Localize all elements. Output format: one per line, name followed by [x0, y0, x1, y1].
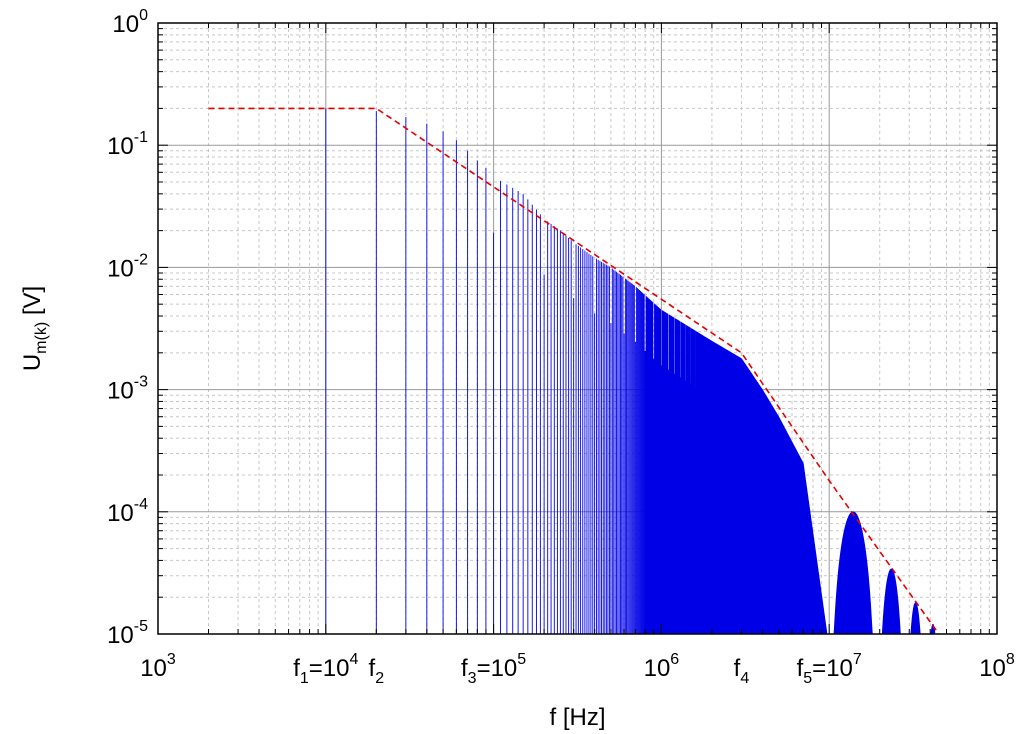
frequency-annotations: f1=104 f2 f3=105 f4 f5=107 [293, 651, 862, 687]
plot-frame [157, 22, 998, 635]
x-axis-title: f [Hz] [549, 704, 605, 731]
x-tick-label: 108 [979, 651, 1015, 682]
y-tick-label: 10-5 [107, 618, 148, 649]
x-tick-label-exponent: 8 [1006, 651, 1015, 668]
frequency-label-part: =10 [812, 655, 853, 682]
x-tick-label: 106 [644, 651, 680, 682]
y-tick-label-exponent: -5 [134, 618, 148, 635]
y-tick-label-base: 10 [107, 622, 134, 649]
frequency-label-part: f [797, 655, 804, 682]
y-axis-title-subscript: m(k) [33, 322, 50, 354]
frequency-label-part: f [293, 655, 300, 682]
frequency-label-part: 7 [853, 651, 862, 668]
frequency-label-part: =10 [477, 655, 518, 682]
frequency-label-part: f [369, 655, 376, 682]
y-tick-label: 100 [112, 7, 148, 38]
y-axis-title: Um(k) [V] [19, 286, 50, 371]
x-tick-label-exponent: 3 [167, 651, 176, 668]
grid [158, 23, 997, 634]
x-tick-label-base: 10 [644, 655, 671, 682]
y-tick-label-exponent: 0 [139, 7, 148, 24]
y-tick-label: 10-1 [107, 129, 148, 160]
spectral-lines [325, 108, 828, 634]
y-tick-label-base: 10 [112, 11, 139, 38]
spectrum-lobe [877, 568, 906, 635]
spectrum-series [325, 108, 941, 635]
y-tick-label: 10-3 [107, 374, 148, 405]
envelope-line [208, 107, 940, 635]
y-tick-label-exponent: -2 [134, 251, 148, 268]
y-tick-label-base: 10 [107, 378, 134, 405]
y-tick-label: 10-2 [107, 251, 148, 282]
frequency-label-part: 5 [517, 651, 526, 668]
y-tick-label-exponent: -1 [134, 129, 148, 146]
envelope-series [208, 107, 940, 635]
spectrum-lobe [829, 511, 878, 635]
y-axis-title-unit: [V] [19, 286, 46, 322]
y-tick-label-base: 10 [107, 500, 134, 527]
frequency-label-part: 4 [349, 651, 358, 668]
frequency-label-part: =10 [309, 655, 350, 682]
y-tick-label-exponent: -4 [134, 496, 148, 513]
y-axis-title-main: U [19, 354, 46, 371]
frequency-label-part: 3 [468, 670, 477, 687]
x-tick-label-base: 10 [979, 655, 1006, 682]
y-tick-label-base: 10 [107, 255, 134, 282]
frequency-label-part: 2 [375, 670, 384, 687]
x-tick-label: 103 [140, 651, 176, 682]
frequency-label-part: 1 [300, 670, 309, 687]
frequency-label-part: f [461, 655, 468, 682]
frequency-label-part: f [734, 655, 741, 682]
y-tick-label: 10-4 [107, 496, 148, 527]
frequency-label: f5=107 [797, 651, 862, 687]
frequency-label: f4 [734, 655, 750, 687]
spectrum-lobe [905, 602, 926, 635]
frequency-label: f3=105 [461, 651, 526, 687]
y-tick-label-base: 10 [107, 133, 134, 160]
y-tick-label-exponent: -3 [134, 374, 148, 391]
frequency-label-part: 4 [740, 670, 749, 687]
frequency-label: f2 [369, 655, 385, 687]
x-tick-label-base: 10 [140, 655, 167, 682]
frequency-label-part: 5 [803, 670, 812, 687]
x-tick-label-exponent: 6 [670, 651, 679, 668]
frequency-label: f1=104 [293, 651, 358, 687]
